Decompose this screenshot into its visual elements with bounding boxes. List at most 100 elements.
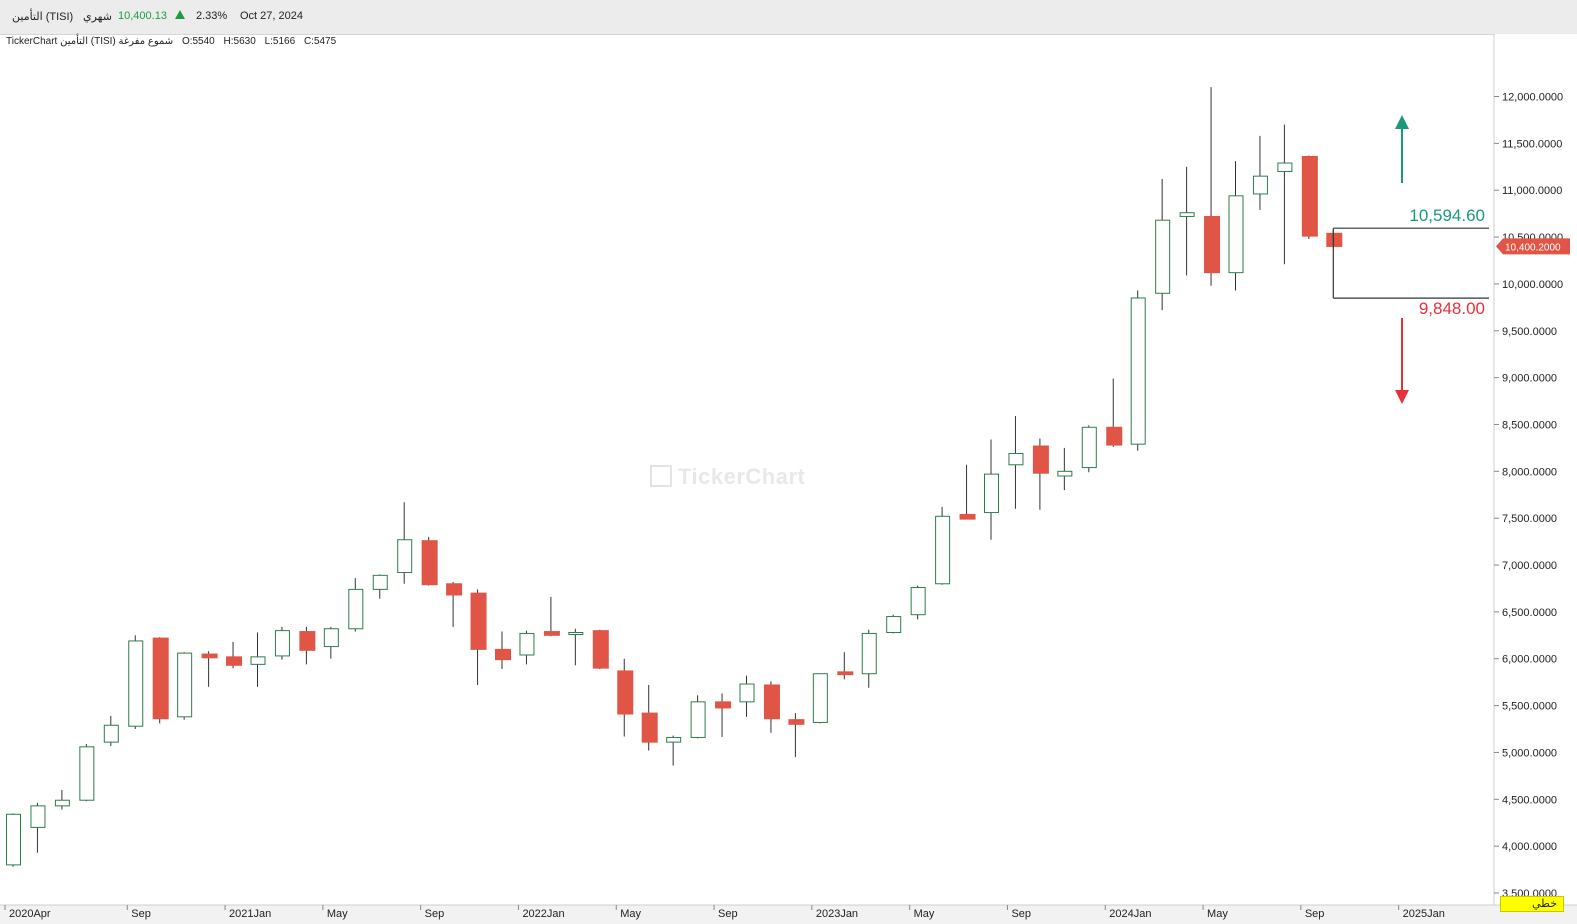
x-tick-label: Sep — [718, 908, 738, 920]
x-tick-label: 2020Apr — [9, 908, 51, 920]
candle-body-up — [861, 632, 877, 675]
y-tick-label: 9,500.0000 — [1502, 326, 1557, 338]
candle-body-down — [152, 637, 169, 720]
y-tick-label: 9,000.0000 — [1502, 373, 1557, 385]
ohlc-open: O:5540 — [181, 36, 215, 47]
lower-level-label: 9,848.00 — [1419, 299, 1485, 318]
candle-body-up — [1155, 219, 1171, 294]
symbol-name[interactable]: التأمين (TISI) — [12, 11, 74, 23]
candle-body-up — [79, 746, 95, 801]
candle-body-down — [715, 701, 732, 709]
up-arrow-icon — [1395, 115, 1409, 129]
candle-body-down — [592, 630, 609, 669]
time-axis-panel — [0, 905, 1577, 924]
candle-body-down — [1032, 445, 1049, 474]
ohlc-legend: TickerChart التأمين (TISI) شموع مفرغة O:… — [6, 36, 342, 47]
candle-body-up — [1179, 212, 1195, 217]
y-tick-label: 5,000.0000 — [1502, 747, 1557, 759]
quote-date: Oct 27, 2024 — [240, 10, 303, 22]
x-tick-label: May — [620, 908, 641, 920]
watermark-text: TickerChart — [678, 464, 806, 489]
y-tick-label: 7,000.0000 — [1502, 560, 1557, 572]
x-tick-label: May — [1207, 908, 1228, 920]
x-tick-label: Sep — [1011, 908, 1031, 920]
candle-body-down — [1301, 155, 1318, 237]
chart-style-badge[interactable]: خطي — [1500, 896, 1564, 912]
x-tick-label: May — [914, 908, 935, 920]
candle-body-down — [617, 670, 634, 715]
candle-body-up — [6, 813, 21, 866]
period-label[interactable]: شهري — [83, 11, 112, 23]
candle-body-up — [1252, 175, 1268, 195]
candle-body-down — [226, 656, 243, 666]
candle-body-down — [837, 671, 854, 676]
x-tick-label: 2021Jan — [229, 908, 271, 920]
x-tick-label: 2022Jan — [522, 908, 564, 920]
y-tick-label: 10,000.0000 — [1502, 279, 1563, 291]
candle-body-down — [470, 592, 487, 650]
top-info-bar: التأمين (TISI) شهري 10,400.13 2.33% Oct … — [0, 0, 1577, 35]
ohlc-low: L:5166 — [264, 36, 296, 47]
candle-body-up — [812, 673, 828, 723]
current-price-label: 10,400.2000 — [1505, 242, 1561, 253]
candle-body-up — [323, 628, 339, 648]
candle-body-down — [299, 631, 316, 651]
candle-body-down — [446, 583, 463, 596]
y-tick-label: 11,500.0000 — [1502, 138, 1562, 150]
candle-body-down — [1106, 426, 1123, 446]
last-price: 10,400.13 — [118, 10, 167, 22]
price-axis-panel — [1494, 34, 1577, 905]
x-tick-label: Sep — [131, 908, 151, 920]
candle-body-up — [250, 656, 266, 665]
y-tick-label: 5,500.0000 — [1502, 701, 1557, 713]
candle-body-up — [1081, 426, 1097, 469]
candle-body-up — [348, 588, 364, 630]
candle-body-down — [543, 631, 560, 636]
candle-body-up — [1057, 470, 1073, 477]
y-tick-label: 6,000.0000 — [1502, 654, 1557, 666]
y-tick-label: 12,000.0000 — [1502, 92, 1563, 104]
candle-body-up — [739, 683, 755, 703]
candle-body-up — [690, 701, 706, 738]
upper-level-label: 10,594.60 — [1409, 206, 1485, 225]
y-tick-label: 4,500.0000 — [1502, 794, 1557, 806]
y-tick-label: 6,500.0000 — [1502, 607, 1557, 619]
x-tick-label: Sep — [425, 908, 445, 920]
candle-body-up — [886, 616, 902, 633]
candle-body-up — [984, 473, 999, 514]
chart-source-label: TickerChart التأمين (TISI) شموع مفرغة — [6, 36, 174, 47]
watermark-icon — [650, 465, 672, 487]
candle-body-up — [1277, 162, 1293, 172]
y-tick-label: 8,500.0000 — [1502, 419, 1557, 431]
candle-body-up — [177, 652, 193, 718]
candle-body-up — [1228, 195, 1244, 274]
candle-body-up — [397, 539, 413, 574]
x-tick-label: 2025Jan — [1403, 908, 1445, 920]
change-percent: 2.33% — [196, 10, 228, 22]
candle-body-up — [274, 630, 290, 657]
candle-body-up — [935, 515, 951, 585]
y-tick-label: 8,000.0000 — [1502, 466, 1557, 478]
candle-body-down — [1204, 215, 1221, 274]
up-arrow-icon — [174, 9, 186, 23]
candle-body-down — [959, 513, 976, 520]
candle-body-down — [495, 648, 511, 661]
candle-body-up — [1130, 297, 1146, 445]
ohlc-high: H:5630 — [223, 36, 256, 47]
candle-body-down — [201, 653, 218, 659]
candle-body-up — [1008, 453, 1024, 466]
candle-body-up — [103, 724, 119, 743]
candle-body-down — [641, 712, 658, 743]
candle-body-up — [30, 805, 46, 828]
current-price-tag — [1496, 238, 1570, 255]
candle-body-up — [568, 631, 584, 635]
x-tick-label: Sep — [1305, 908, 1325, 920]
candle-body-down — [421, 540, 438, 586]
ohlc-close: C:5475 — [303, 36, 337, 47]
candle-body-up — [910, 587, 926, 616]
candle-body-up — [128, 640, 144, 727]
candle-body-down — [1326, 232, 1343, 247]
y-tick-label: 7,500.0000 — [1502, 513, 1557, 525]
down-arrow-icon — [1395, 390, 1409, 404]
